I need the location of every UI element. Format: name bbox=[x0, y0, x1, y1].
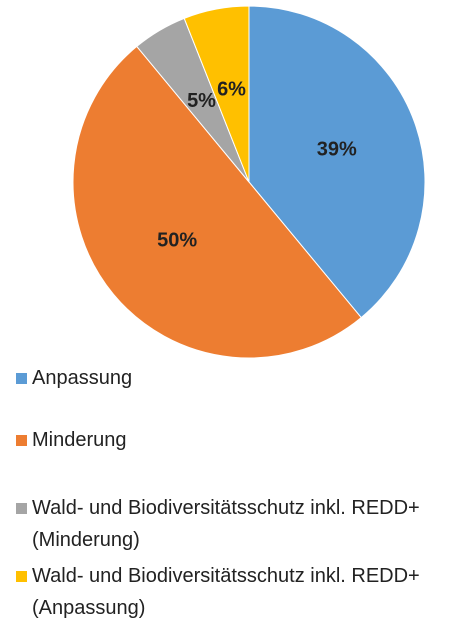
pie-slice bbox=[248, 5, 426, 319]
data-label: 39% bbox=[317, 139, 357, 161]
pie-slice bbox=[183, 5, 250, 183]
legend-item: Wald- und Biodiversitätsschutz inkl. RED… bbox=[10, 492, 452, 556]
legend-label: Wald- und Biodiversitätsschutz inkl. RED… bbox=[32, 497, 420, 551]
data-label: 5% bbox=[187, 90, 216, 112]
pie-slice bbox=[72, 45, 362, 359]
legend-swatch bbox=[16, 503, 27, 514]
legend-swatch bbox=[16, 571, 27, 582]
data-label: 50% bbox=[157, 230, 197, 252]
legend-label: Anpassung bbox=[32, 367, 133, 389]
legend-item: Minderung bbox=[10, 424, 452, 456]
legend-label: Wald- und Biodiversitätsschutz inkl. RED… bbox=[32, 565, 420, 619]
legend-item: Anpassung bbox=[10, 362, 452, 394]
legend-swatch bbox=[16, 373, 27, 384]
legend-swatch bbox=[16, 435, 27, 446]
data-label: 6% bbox=[217, 79, 246, 101]
pie-area: 39% 50% 5%6% bbox=[72, 5, 426, 359]
legend-label: Minderung bbox=[32, 429, 127, 451]
legend-item: Wald- und Biodiversitätsschutz inkl. RED… bbox=[10, 560, 452, 623]
